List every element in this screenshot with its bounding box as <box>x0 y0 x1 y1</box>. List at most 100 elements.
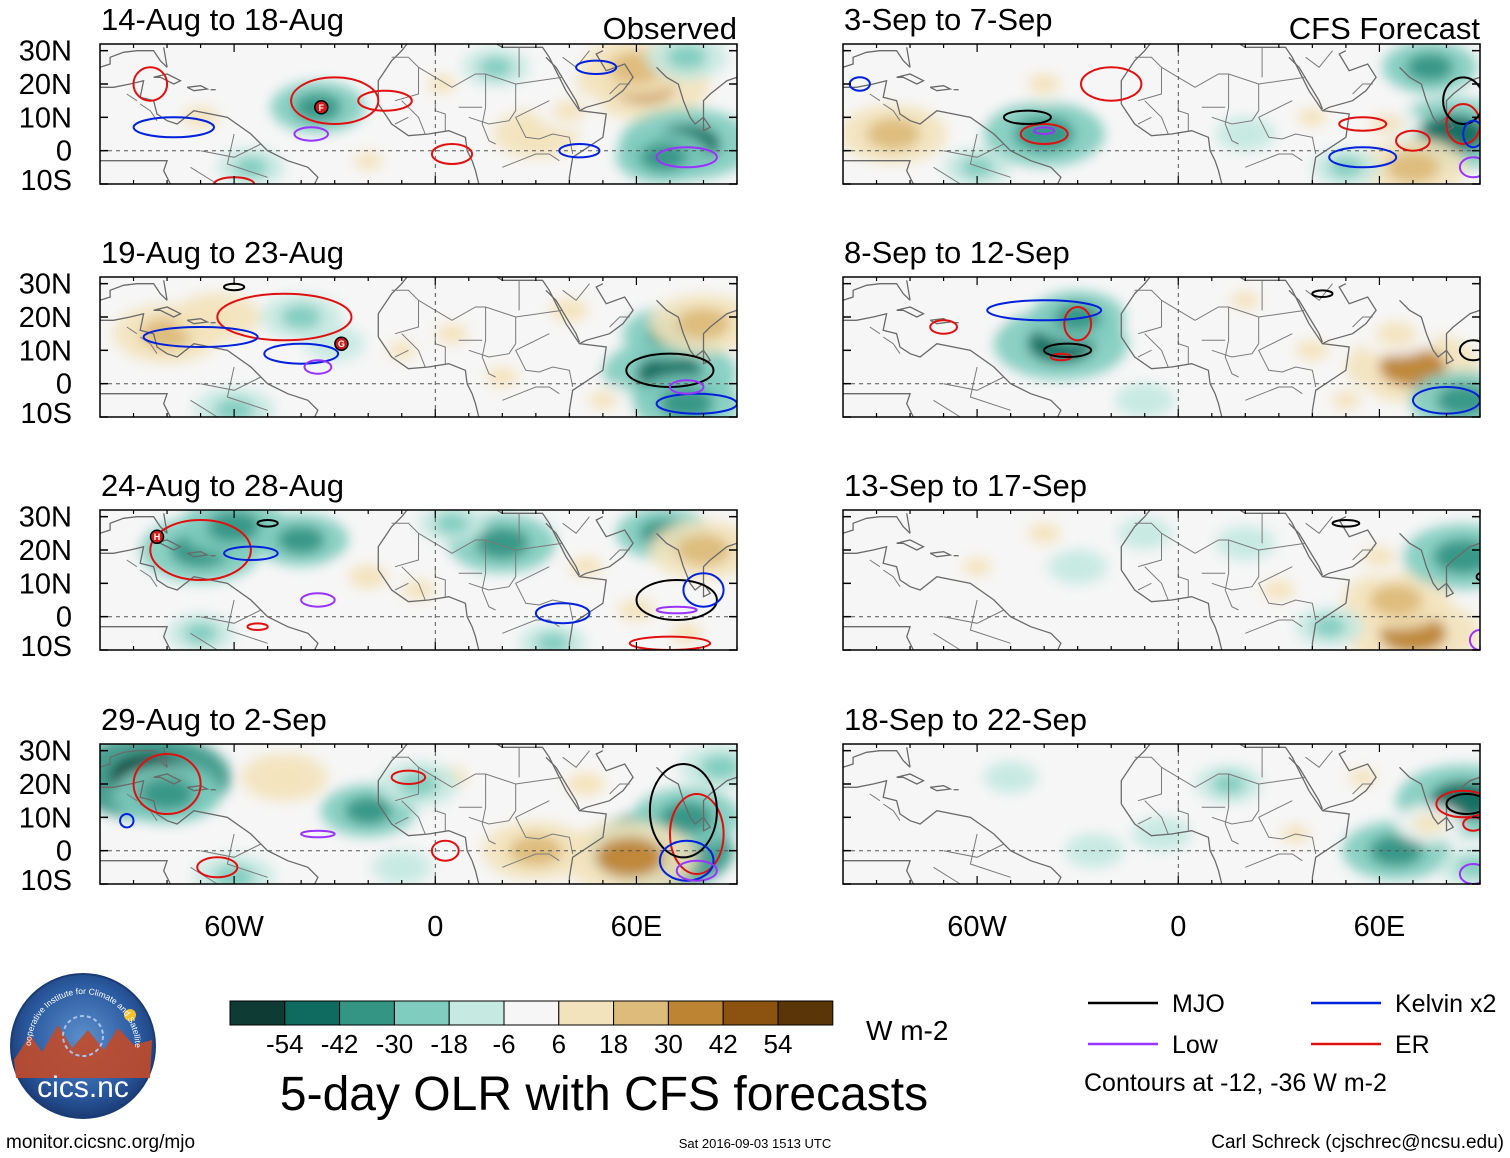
legend-label: MJO <box>1172 990 1225 1018</box>
contour-low <box>293 126 329 142</box>
coastline <box>896 306 925 318</box>
country-border <box>933 166 961 184</box>
country-border <box>1144 566 1169 601</box>
panel-title: 8-Sep to 12-Sep <box>844 235 1070 270</box>
olr-anomaly-core <box>233 156 268 178</box>
olr-anomaly-core <box>997 768 1025 787</box>
y-tick-label: 30N <box>19 36 72 68</box>
country-border <box>1305 50 1333 68</box>
country-border <box>515 309 563 318</box>
country-border <box>1305 750 1333 768</box>
country-border <box>481 74 496 145</box>
olr-anomaly-core <box>1375 321 1417 346</box>
olr-anomaly-core <box>478 56 513 78</box>
coastline <box>906 747 911 768</box>
contour-low <box>668 379 705 395</box>
country-border <box>943 143 1005 158</box>
logo-swirl <box>62 1015 104 1057</box>
country-border <box>434 100 446 131</box>
country-border <box>481 774 496 845</box>
coastline <box>843 393 914 417</box>
country-border <box>515 542 563 551</box>
contour-mjo <box>256 519 279 528</box>
panel-frame <box>842 743 1481 885</box>
colorbar-swatch <box>229 1000 286 1026</box>
olr-anomaly-core <box>386 857 417 877</box>
olr-anomaly-core <box>140 778 194 810</box>
y-tick-label: 20N <box>19 769 72 801</box>
olr-anomaly-core <box>386 340 417 360</box>
coastline <box>843 283 911 301</box>
contour-er <box>1338 116 1388 132</box>
olr-anomaly-core <box>427 74 457 94</box>
country-border <box>1245 386 1303 401</box>
country-border <box>1144 333 1169 368</box>
coastline <box>579 283 634 345</box>
country-border <box>969 599 1011 644</box>
country-border <box>515 800 574 855</box>
country-border <box>434 800 446 831</box>
country-border <box>882 569 901 587</box>
colorbar-swatch <box>393 1000 450 1026</box>
contour-er <box>1445 103 1480 145</box>
country-border <box>502 386 560 401</box>
coastline <box>656 532 737 591</box>
olr-anomaly-core <box>277 525 325 555</box>
country-border <box>1134 522 1162 568</box>
olr-anomaly-core <box>676 307 731 340</box>
olr-anomaly-core <box>587 390 618 410</box>
country-border <box>869 793 881 802</box>
olr-anomaly-core <box>514 120 558 148</box>
logo-sun <box>124 1009 136 1021</box>
coastline <box>656 766 737 825</box>
coastline <box>1288 756 1324 810</box>
contour-kelvin <box>263 342 340 365</box>
country-border <box>200 143 262 158</box>
country-border <box>1258 100 1317 155</box>
olr-anomaly-core <box>1146 824 1177 844</box>
contour-low <box>1033 126 1056 135</box>
country-border <box>394 116 409 125</box>
y-tick-label: 10N <box>19 102 72 134</box>
coastline <box>100 860 171 884</box>
olr-anomaly-core <box>639 143 687 172</box>
coastline <box>929 85 953 92</box>
panel-frame <box>842 276 1481 418</box>
coastline <box>736 309 737 311</box>
coastline <box>1445 349 1455 365</box>
coastline <box>579 750 634 812</box>
country-border <box>139 569 158 587</box>
contour-er <box>1080 66 1143 102</box>
coastline <box>896 73 925 85</box>
column-label: CFS Forecast <box>1289 11 1481 46</box>
country-border <box>1137 816 1152 825</box>
coastline <box>843 626 914 650</box>
country-border <box>502 853 560 868</box>
country-border <box>943 843 1005 858</box>
y-tick-label: 20N <box>19 69 72 101</box>
coastline <box>377 277 607 417</box>
coastline <box>1445 582 1455 598</box>
coastline <box>843 545 1062 650</box>
contour-mjo <box>1311 289 1334 299</box>
y-tick-label: 0 <box>56 836 72 868</box>
contour-er <box>132 753 202 815</box>
olr-anomaly-core <box>535 632 570 650</box>
country-border <box>933 866 961 884</box>
coastline <box>1288 56 1324 110</box>
coastline <box>163 280 168 301</box>
coastline <box>896 773 925 785</box>
panel-frame <box>842 43 1481 185</box>
olr-anomaly-core <box>962 557 993 577</box>
country-border <box>126 559 138 568</box>
olr-anomaly-core <box>669 622 704 644</box>
colorbar-swatch <box>339 1000 395 1026</box>
contour-low <box>655 146 718 169</box>
country-border <box>401 800 426 835</box>
y-tick-label: 10S <box>20 631 72 663</box>
coastline <box>153 306 182 318</box>
country-border <box>126 793 138 802</box>
coastline <box>843 860 914 884</box>
olr-anomaly-core <box>1027 73 1062 95</box>
